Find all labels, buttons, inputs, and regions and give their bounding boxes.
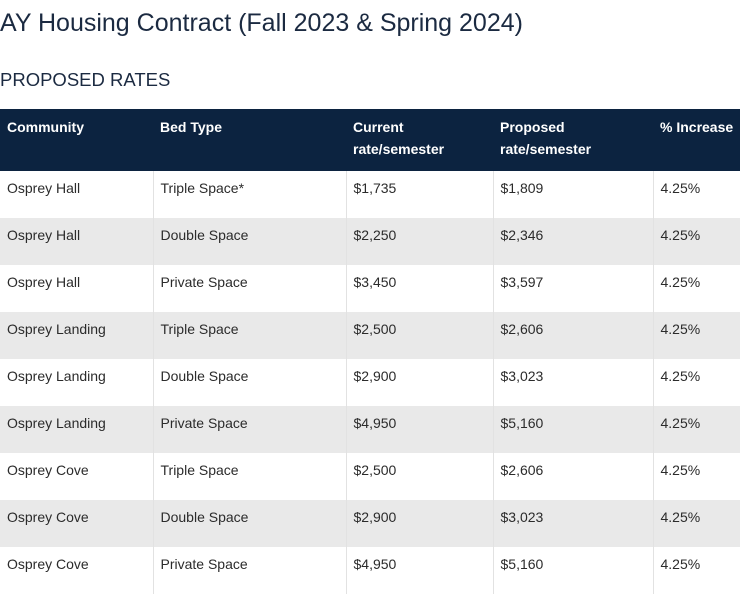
current-rate-cell: $4,950 bbox=[345, 547, 493, 594]
proposed-rate-cell: $3,023 bbox=[492, 500, 653, 547]
percent-increase-cell: 4.25% bbox=[652, 265, 740, 312]
community-cell: Osprey Cove bbox=[0, 453, 153, 500]
community-cell: Osprey Landing bbox=[0, 406, 153, 453]
current-rate-cell: $2,250 bbox=[345, 218, 493, 265]
proposed-rate-cell: $5,160 bbox=[492, 547, 653, 594]
current-rate-cell: $2,900 bbox=[345, 359, 493, 406]
rates-table-body: Osprey Hall Triple Space* $1,735 $1,809 4.25… bbox=[0, 171, 740, 594]
proposed-rate-cell: $3,023 bbox=[492, 359, 653, 406]
table-row: Osprey Landing Private Space $4,950 $5,160 4… bbox=[0, 406, 740, 453]
proposed-rate-cell: $2,346 bbox=[492, 218, 653, 265]
percent-increase-cell: 4.25% bbox=[652, 359, 740, 406]
percent-increase-cell: 4.25% bbox=[652, 218, 740, 265]
percent-increase-cell: 4.25% bbox=[652, 500, 740, 547]
table-row: Osprey Hall Triple Space* $1,735 $1,809 4.25… bbox=[0, 171, 740, 218]
community-cell: Osprey Hall bbox=[0, 265, 153, 312]
header-text-line: Current bbox=[353, 119, 404, 135]
bed-type-cell: Private Space bbox=[152, 547, 346, 594]
rates-table-header: Community Bed Type Current rate/semester Pro… bbox=[0, 109, 740, 171]
proposed-rate-cell: $2,606 bbox=[492, 453, 653, 500]
bed-type-cell: Double Space bbox=[152, 218, 346, 265]
current-rate-cell: $2,900 bbox=[345, 500, 493, 547]
header-text-line: rate/semester bbox=[500, 141, 592, 157]
header-text-line: % Increase bbox=[660, 119, 734, 135]
proposed-rate-cell: $2,606 bbox=[492, 312, 653, 359]
table-row: Osprey Landing Triple Space $2,500 $2,606 4.… bbox=[0, 312, 740, 359]
community-cell: Osprey Hall bbox=[0, 171, 153, 218]
bed-type-cell: Private Space bbox=[152, 406, 346, 453]
table-row: Osprey Cove Private Space $4,950 $5,160 4.25… bbox=[0, 547, 740, 594]
table-row: Osprey Cove Triple Space $2,500 $2,606 4.25% bbox=[0, 453, 740, 500]
community-cell: Osprey Cove bbox=[0, 500, 153, 547]
community-cell: Osprey Cove bbox=[0, 547, 153, 594]
percent-increase-cell: 4.25% bbox=[652, 312, 740, 359]
table-row: Osprey Cove Double Space $2,900 $3,023 4.25% bbox=[0, 500, 740, 547]
header-current-rate: Current rate/semester bbox=[346, 109, 493, 171]
bed-type-cell: Triple Space bbox=[152, 312, 346, 359]
proposed-rate-cell: $3,597 bbox=[492, 265, 653, 312]
header-text-line: rate/semester bbox=[353, 141, 445, 157]
bed-type-cell: Triple Space* bbox=[152, 171, 346, 218]
header-proposed-rate: Proposed rate/semester bbox=[493, 109, 653, 171]
header-percent-increase: % Increase bbox=[653, 109, 740, 171]
page-title: AY Housing Contract (Fall 2023 & Spring … bbox=[0, 9, 523, 37]
bed-type-cell: Private Space bbox=[152, 265, 346, 312]
table-row: Osprey Hall Double Space $2,250 $2,346 4.25% bbox=[0, 218, 740, 265]
percent-increase-cell: 4.25% bbox=[652, 453, 740, 500]
header-bed-type: Bed Type bbox=[153, 109, 346, 171]
bed-type-cell: Triple Space bbox=[152, 453, 346, 500]
percent-increase-cell: 4.25% bbox=[652, 406, 740, 453]
current-rate-cell: $1,735 bbox=[345, 171, 493, 218]
section-title: PROPOSED RATES bbox=[0, 69, 171, 90]
percent-increase-cell: 4.25% bbox=[652, 547, 740, 594]
table-row: Osprey Landing Double Space $2,900 $3,023 4.… bbox=[0, 359, 740, 406]
bed-type-cell: Double Space bbox=[152, 359, 346, 406]
current-rate-cell: $4,950 bbox=[345, 406, 493, 453]
community-cell: Osprey Landing bbox=[0, 312, 153, 359]
table-row: Osprey Hall Private Space $3,450 $3,597 4.25… bbox=[0, 265, 740, 312]
community-cell: Osprey Landing bbox=[0, 359, 153, 406]
header-text-line: Community bbox=[7, 119, 84, 135]
header-community: Community bbox=[0, 109, 153, 171]
proposed-rate-cell: $1,809 bbox=[492, 171, 653, 218]
current-rate-cell: $3,450 bbox=[345, 265, 493, 312]
community-cell: Osprey Hall bbox=[0, 218, 153, 265]
proposed-rate-cell: $5,160 bbox=[492, 406, 653, 453]
header-text-line: Bed Type bbox=[160, 119, 222, 135]
header-row: Community Bed Type Current rate/semester Pro… bbox=[0, 109, 740, 171]
percent-increase-cell: 4.25% bbox=[652, 171, 740, 218]
current-rate-cell: $2,500 bbox=[345, 312, 493, 359]
header-text-line: Proposed bbox=[500, 119, 565, 135]
rates-table: Community Bed Type Current rate/semester Pro… bbox=[0, 109, 740, 594]
current-rate-cell: $2,500 bbox=[345, 453, 493, 500]
bed-type-cell: Double Space bbox=[152, 500, 346, 547]
